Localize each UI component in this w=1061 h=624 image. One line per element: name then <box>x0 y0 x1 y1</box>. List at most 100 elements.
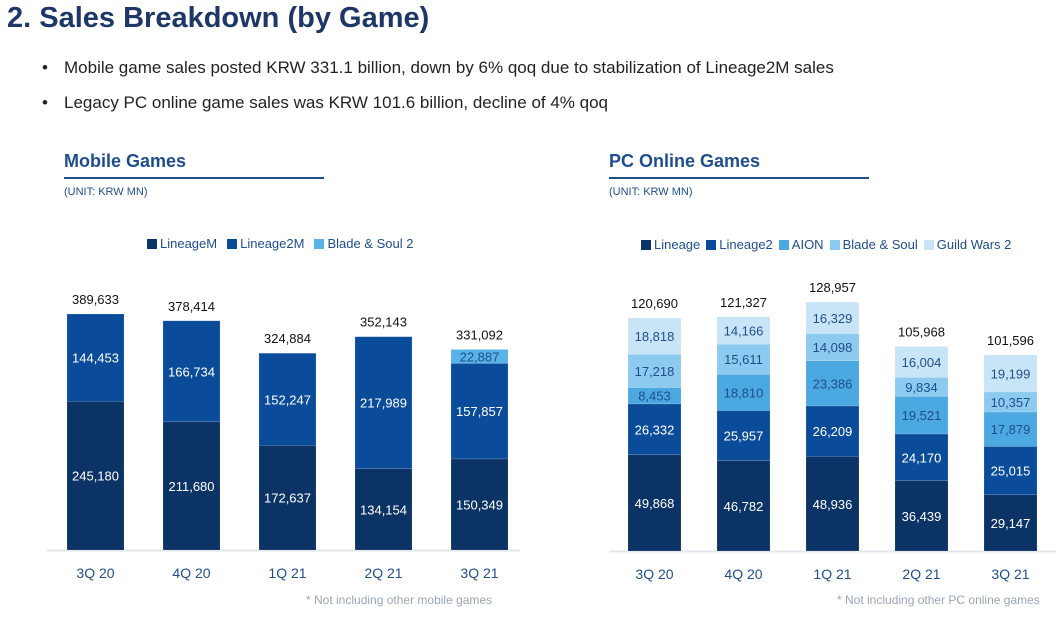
pc-segment-label: 24,170 <box>902 450 942 465</box>
legend-label: AION <box>791 237 824 252</box>
pc-segment-label: 46,782 <box>724 499 764 514</box>
pc-bar-segment <box>894 396 949 435</box>
legend-label: Guild Wars 2 <box>936 237 1012 252</box>
legend-swatch <box>641 240 651 250</box>
pc-bar-segment <box>894 480 949 552</box>
mobile-bar-segment <box>450 458 509 551</box>
pc-segment-label: 14,098 <box>813 340 853 355</box>
mobile-bar-segment <box>354 336 413 469</box>
mobile-category-label: 3Q 20 <box>76 565 114 581</box>
mobile-total-label: 324,884 <box>264 331 311 346</box>
mobile-bar-segment <box>450 349 509 364</box>
legend-item: AION <box>778 237 824 252</box>
mobile-note: * Not including other mobile games <box>306 593 493 607</box>
pc-segment-label: 26,209 <box>813 424 853 439</box>
mobile-bar-segment <box>354 468 413 551</box>
legend-item: Blade & Soul <box>829 237 918 252</box>
pc-category-label: 3Q 21 <box>991 566 1029 582</box>
pc-segment-label: 9,834 <box>905 380 938 395</box>
mobile-legend: LineageM Lineage2M Blade & Soul 2 <box>147 236 413 251</box>
legend-swatch <box>923 240 934 250</box>
pc-category-label: 3Q 20 <box>635 566 673 582</box>
pc-segment-label: 23,386 <box>813 376 853 391</box>
pc-bar-segment <box>805 301 860 334</box>
mobile-total-label: 331,092 <box>456 327 503 342</box>
legend-swatch <box>227 239 238 249</box>
pc-segment-label: 25,015 <box>991 464 1031 479</box>
pc-segment-label: 19,521 <box>902 408 942 423</box>
pc-segment-label: 8,453 <box>638 389 671 404</box>
pc-segment-label: 48,936 <box>813 497 853 512</box>
mobile-segment-label: 152,247 <box>264 392 311 407</box>
pc-segment-label: 17,879 <box>991 422 1031 437</box>
mobile-category-label: 1Q 21 <box>268 565 306 581</box>
page-title: 2. Sales Breakdown (by Game) <box>7 2 430 34</box>
mobile-bar-segment <box>258 352 317 446</box>
mobile-segment-label: 144,453 <box>72 351 119 366</box>
pc-total-label: 120,690 <box>631 296 678 311</box>
pc-bar-segment <box>627 454 682 552</box>
pc-category-label: 4Q 20 <box>724 566 762 582</box>
pc-segment-label: 17,218 <box>635 364 675 379</box>
legend-swatch <box>147 239 157 249</box>
pc-segment-label: 29,147 <box>991 516 1031 531</box>
mobile-unit-label: (UNIT: KRW MN) <box>64 186 148 198</box>
bullet-text: Mobile game sales posted KRW 331.1 billi… <box>64 58 834 77</box>
pc-total-label: 105,968 <box>898 324 945 339</box>
mobile-total-label: 389,633 <box>72 292 119 307</box>
mobile-total-label: 378,414 <box>168 299 215 314</box>
pc-bar-segment <box>983 354 1038 393</box>
pc-bar-segment <box>805 456 860 552</box>
pc-segment-label: 36,439 <box>902 509 942 524</box>
pc-bar-segment <box>716 410 771 461</box>
pc-bar-segment <box>983 411 1038 447</box>
mobile-category-label: 4Q 20 <box>172 565 210 581</box>
legend-label: Lineage <box>654 237 701 252</box>
pc-segment-label: 15,611 <box>724 352 763 367</box>
pc-bar-segment <box>716 460 771 552</box>
mobile-segment-label: 172,637 <box>264 491 311 506</box>
mobile-bar-segment <box>66 313 125 402</box>
mobile-segment-label: 245,180 <box>72 469 119 484</box>
pc-bar-segment <box>627 354 682 388</box>
pc-segment-label: 49,868 <box>635 496 675 511</box>
mobile-chart-title: Mobile Games <box>64 151 324 179</box>
mobile-category-label: 2Q 21 <box>364 565 402 581</box>
pc-bar-segment <box>716 374 771 411</box>
mobile-segment-label: 211,680 <box>168 479 214 494</box>
legend-label: Blade & Soul <box>842 237 918 252</box>
pc-category-label: 1Q 21 <box>813 566 851 582</box>
pc-segment-label: 19,199 <box>991 366 1031 381</box>
pc-category-label: 2Q 21 <box>902 566 940 582</box>
mobile-segment-label: 157,857 <box>456 404 503 419</box>
bullet-mobile: • Mobile game sales posted KRW 331.1 bill… <box>42 58 834 77</box>
mobile-bar-segment <box>162 421 221 551</box>
pc-legend: Lineage Lineage2 AION Blade & Soul Guild War… <box>641 237 1011 252</box>
mobile-category-label: 3Q 21 <box>460 565 498 581</box>
mobile-bar-segment <box>450 363 509 460</box>
legend-swatch <box>829 240 840 250</box>
pc-bar-segment <box>627 403 682 455</box>
pc-total-label: 101,596 <box>987 333 1034 348</box>
pc-bar-segment <box>627 317 682 355</box>
bullet-text: Legacy PC online game sales was KRW 101.… <box>64 93 608 112</box>
pc-segment-label: 25,957 <box>724 429 764 444</box>
pc-bar-segment <box>805 360 860 407</box>
legend-item: Lineage <box>641 237 700 252</box>
legend-label: Lineage2M <box>240 236 305 251</box>
legend-swatch <box>314 239 325 249</box>
pc-segment-label: 18,818 <box>635 329 675 344</box>
legend-item: Guild Wars 2 <box>923 237 1012 252</box>
mobile-total-label: 352,143 <box>360 315 407 330</box>
pc-segment-label: 10,357 <box>991 395 1031 410</box>
pc-chart-title: PC Online Games <box>609 151 869 179</box>
mobile-segment-label: 166,734 <box>168 364 215 379</box>
pc-segment-label: 18,810 <box>724 385 764 400</box>
pc-bar-segment <box>894 346 949 378</box>
legend-swatch <box>778 240 789 250</box>
bullet-pc: • Legacy PC online game sales was KRW 101… <box>42 93 608 112</box>
legend-item: LineageM <box>147 236 217 251</box>
pc-bar-segment <box>805 405 860 457</box>
mobile-segment-label: 217,989 <box>360 396 407 411</box>
